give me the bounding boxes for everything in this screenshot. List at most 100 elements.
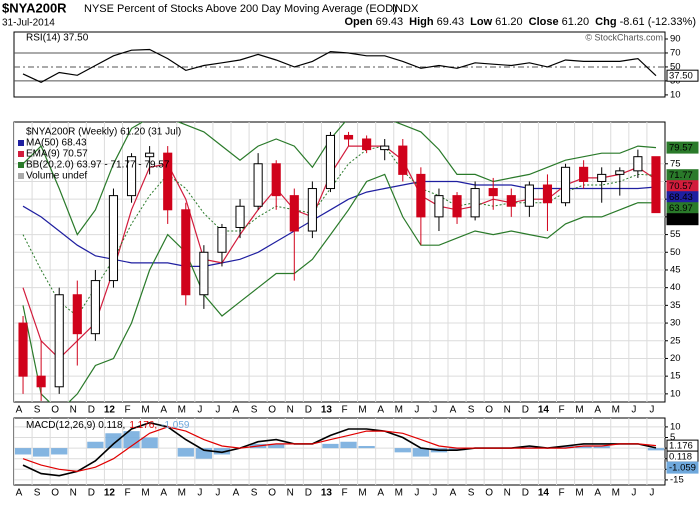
- x-tick-label: S: [251, 488, 258, 499]
- x-tick-label: O: [485, 488, 493, 499]
- value-tag-label: 68.43: [669, 192, 693, 203]
- value-tag-label: 0.118: [669, 452, 692, 463]
- histogram-bar: [123, 431, 140, 449]
- y-tick-label: 5: [670, 432, 675, 443]
- y-tick-label: 70: [670, 47, 681, 58]
- candle-body: [235, 205, 245, 228]
- x-tick-label: A: [16, 405, 23, 416]
- histogram-bar: [557, 445, 574, 449]
- candle-body: [615, 170, 625, 175]
- x-tick-label: F: [558, 405, 564, 416]
- macd-line: [22, 426, 657, 473]
- x-tick-label: M: [358, 488, 366, 499]
- x-tick-label: 14: [538, 488, 550, 499]
- candle-body: [181, 209, 191, 296]
- y-tick-label: 50: [670, 61, 681, 72]
- x-tick-label: D: [88, 405, 95, 416]
- legend-entry: -1.059: [161, 420, 190, 431]
- plot-area: [14, 418, 665, 485]
- value-tag-label: 63.97: [669, 203, 693, 214]
- candle-body: [307, 188, 317, 232]
- x-tick-label: A: [594, 405, 601, 416]
- x-tick-label: N: [70, 405, 77, 416]
- candle-body: [217, 226, 227, 253]
- y-tick-label: 30: [670, 318, 681, 329]
- quote: Open 69.43 High 69.43 Low 61.20 Close 61.20 Chg -…: [345, 16, 697, 28]
- x-tick-label: S: [468, 405, 475, 416]
- x-tick-label: A: [377, 488, 384, 499]
- rsi-line: [22, 48, 657, 83]
- quote-value: 61.20: [562, 16, 590, 28]
- x-tick-label: A: [160, 405, 167, 416]
- y-tick-label: 10: [670, 421, 681, 432]
- legend: MACD(12,26,9) 0.118, 1.176, -1.059: [26, 420, 190, 431]
- x-tick-label: N: [287, 488, 294, 499]
- quote-value: 69.43: [376, 16, 404, 28]
- x-tick-label: D: [305, 405, 312, 416]
- histogram-bar: [14, 448, 32, 455]
- x-tick-label: J: [215, 488, 220, 499]
- symbol: $NYA200R: [2, 0, 67, 15]
- histogram-bar: [177, 448, 194, 457]
- bb-lower: [22, 173, 657, 402]
- value-tag-label: 61.20: [669, 214, 693, 225]
- x-tick-label: J: [197, 488, 202, 499]
- value-tag-label: 37.50: [669, 71, 693, 82]
- candle-body: [452, 195, 462, 218]
- histogram-bar: [213, 448, 231, 455]
- plot-area: [14, 122, 665, 402]
- candle-body: [72, 294, 82, 335]
- plot-area: [14, 48, 665, 83]
- legend-swatch: [18, 173, 24, 179]
- bb-upper: [22, 122, 657, 236]
- legend-entry: MACD(12,26,9) 0.118,: [26, 420, 125, 431]
- candle-body: [362, 138, 372, 151]
- x-tick-label: D: [522, 488, 529, 499]
- y-tick-label: 55: [670, 229, 681, 240]
- quote-label: Chg: [595, 16, 616, 28]
- x-tick-label: J: [649, 488, 654, 499]
- x-tick-label: N: [504, 488, 511, 499]
- histogram-bar: [340, 441, 357, 449]
- y-tick-label: 45: [670, 264, 681, 275]
- x-tick-label: O: [51, 405, 59, 416]
- x-tick-label: O: [51, 488, 59, 499]
- y-tick-label: 50: [670, 247, 681, 258]
- x-tick-label: S: [34, 488, 41, 499]
- x-tick-label: 14: [538, 405, 550, 416]
- legend-entry: BB(20,2.0) 63.97 - 71.77 - 79.57: [26, 160, 170, 171]
- candle-body: [343, 134, 354, 140]
- value-tag: [666, 69, 699, 82]
- x-tick-label: S: [251, 405, 258, 416]
- x-tick-label: M: [575, 405, 583, 416]
- x-tick-label: 13: [321, 405, 333, 416]
- candle-body: [398, 145, 408, 175]
- x-tick-label: A: [160, 488, 167, 499]
- histogram-bar: [51, 448, 68, 455]
- date: 31-Jul-2014: [2, 18, 55, 29]
- histogram-bar: [322, 443, 339, 449]
- y-tick-label: 90: [670, 34, 681, 45]
- x-tick-label: M: [178, 488, 186, 499]
- x-tick-label: A: [594, 488, 601, 499]
- candle-body: [506, 195, 516, 207]
- candle-body: [560, 166, 571, 204]
- x-tick-label: F: [341, 488, 347, 499]
- x-tick-label: M: [178, 405, 186, 416]
- histogram-bar: [358, 445, 375, 449]
- candle-body: [325, 134, 336, 190]
- quote-label: Close: [529, 16, 559, 28]
- value-tag-label: 79.57: [669, 143, 693, 154]
- candle-body: [289, 195, 299, 232]
- candle-body: [90, 280, 100, 335]
- candle-body: [579, 166, 589, 182]
- x-tick-label: M: [395, 488, 403, 499]
- candle-body: [651, 156, 661, 214]
- x-tick-label: D: [522, 405, 529, 416]
- candle-body: [126, 156, 137, 197]
- candle-body: [597, 173, 607, 182]
- x-tick-label: D: [88, 488, 95, 499]
- candle-body: [470, 188, 480, 218]
- value-tag-label: 71.77: [669, 170, 693, 181]
